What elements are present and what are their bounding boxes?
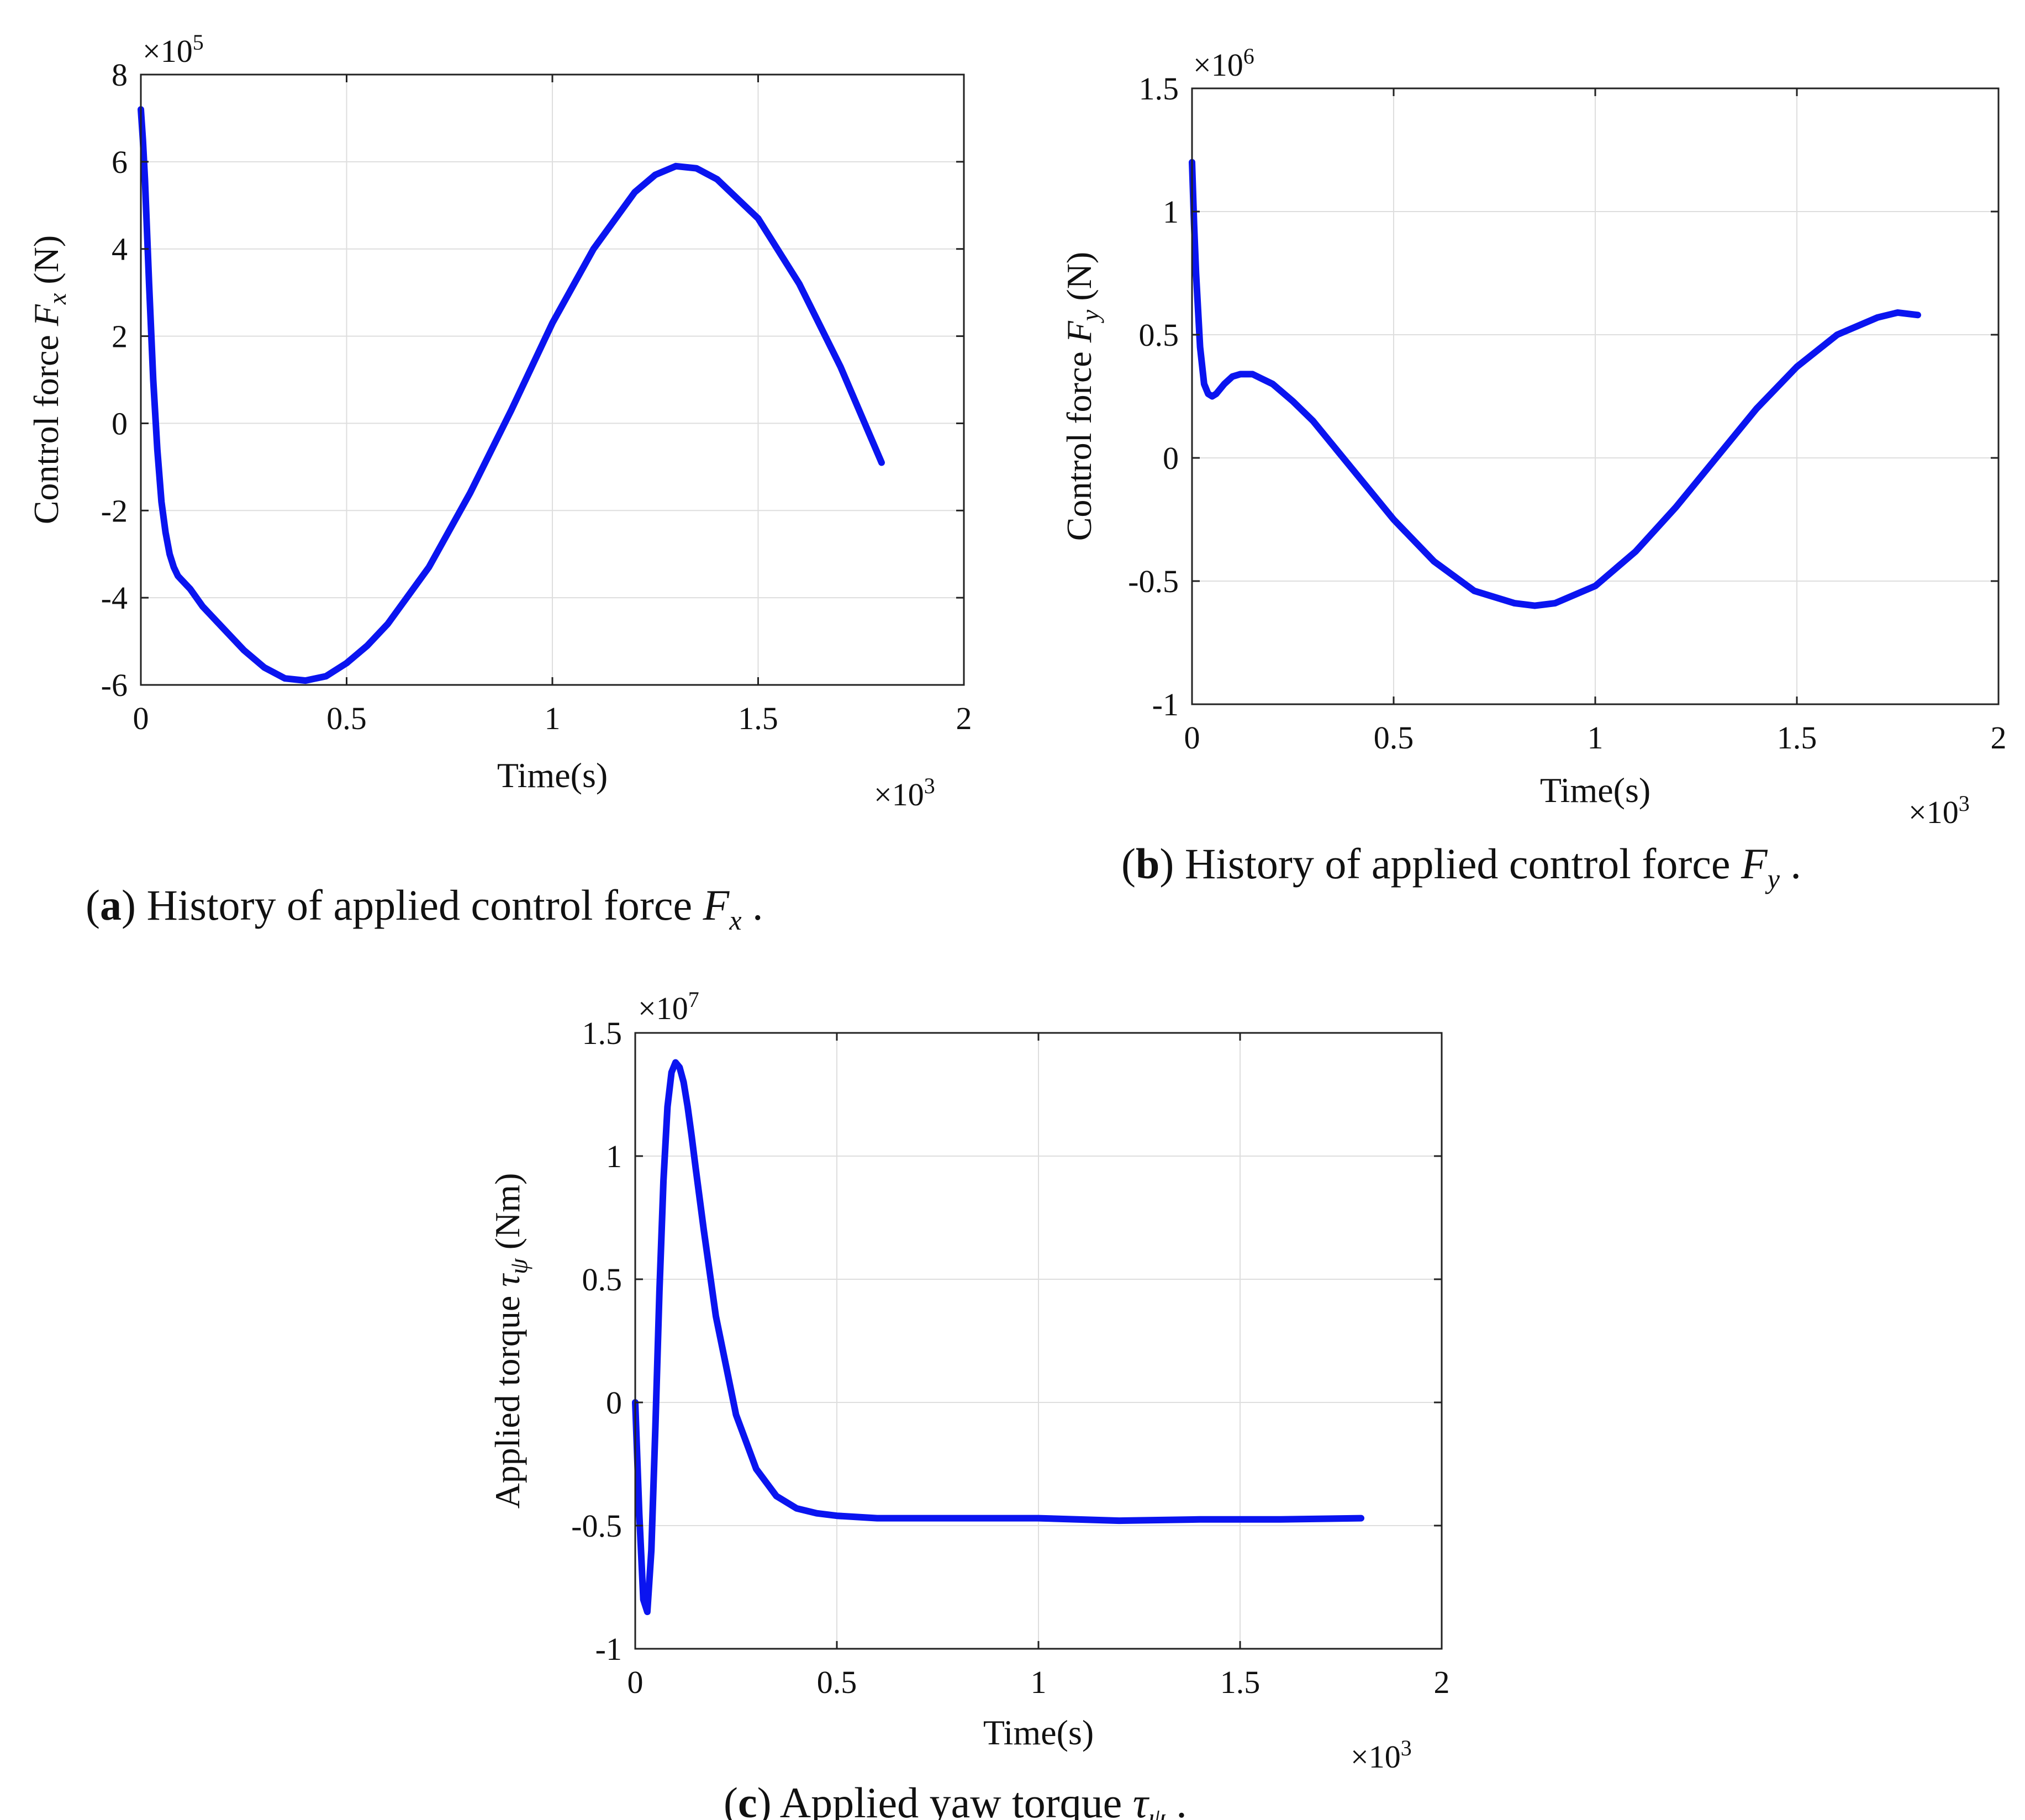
- caption-a: (a) History of applied control force Fx …: [86, 881, 763, 936]
- panel-a: 0 0.5 1 1.5 2 8 6 4 2 0 -2 -4 -6 ×105 ×103 Time(s) C…: [27, 30, 972, 936]
- y-axis-label: Control force Fy (N): [1059, 252, 1104, 541]
- y-axis-label: Control force Fx (N): [27, 235, 71, 524]
- y-tick-label: -0.5: [571, 1508, 622, 1544]
- series-line-Fx: [138, 106, 885, 684]
- y-axis-label: Applied torque τψ (Nm): [488, 1173, 532, 1509]
- y-tick-label: -4: [101, 580, 128, 616]
- x-multiplier: ×103: [874, 773, 935, 813]
- y-tick-label: 0.5: [582, 1262, 623, 1297]
- x-multiplier: ×103: [1351, 1735, 1412, 1775]
- y-multiplier: ×105: [143, 30, 204, 69]
- x-tick-label: 0: [1184, 720, 1200, 756]
- y-tick-label: -2: [101, 493, 128, 529]
- panel-c: 0 0.5 1 1.5 2 1.5 1 0.5 0 -0.5 -1 ×107 ×103 Time(s…: [488, 987, 1450, 1820]
- y-tick-label: -1: [595, 1631, 622, 1667]
- x-tick-label: 2: [1434, 1664, 1450, 1700]
- y-tick-label: 1: [606, 1138, 622, 1174]
- y-tick-label: 1.5: [1139, 71, 1179, 107]
- x-tick-label: 1.5: [738, 700, 778, 736]
- x-axis-label: Time(s): [983, 1713, 1094, 1752]
- y-multiplier: ×107: [638, 987, 699, 1026]
- x-tick-label: 0.5: [326, 700, 367, 736]
- x-tick-label: 1: [1588, 720, 1604, 756]
- y-multiplier: ×106: [1193, 44, 1254, 83]
- y-tick-label: 0.5: [1139, 317, 1179, 353]
- x-tick-label: 0: [627, 1664, 644, 1700]
- y-tick-label: -1: [1152, 687, 1179, 722]
- x-tick-label: 1.5: [1220, 1664, 1261, 1700]
- x-axis-label: Time(s): [497, 756, 608, 795]
- y-tick-label: 1.5: [582, 1015, 623, 1051]
- y-tick-label: 4: [112, 231, 128, 267]
- x-tick-label: 0: [133, 700, 149, 736]
- x-tick-label: 0.5: [1374, 720, 1414, 756]
- series-line-Fy: [1189, 159, 1921, 609]
- x-tick-label: 0.5: [817, 1664, 857, 1700]
- y-tick-label: 0: [112, 405, 128, 441]
- x-tick-label: 1: [545, 700, 561, 736]
- x-axis-label: Time(s): [1540, 771, 1650, 810]
- y-tick-label: 0: [606, 1385, 622, 1421]
- y-tick-label: 0: [1163, 440, 1179, 476]
- caption-c: (c) Applied yaw torque τψ .: [724, 1779, 1187, 1820]
- series-line-tau_psi: [632, 1059, 1364, 1616]
- y-tick-label: 8: [112, 57, 128, 93]
- x-multiplier: ×103: [1908, 791, 1970, 830]
- caption-b: (b) History of applied control force Fy …: [1121, 840, 1801, 894]
- panel-b: 0 0.5 1 1.5 2 1.5 1 0.5 0 -0.5 -1 ×106 ×103 Time(s…: [1059, 44, 2007, 894]
- x-tick-label: 1: [1031, 1664, 1047, 1700]
- x-tick-label: 2: [1991, 720, 2007, 756]
- y-tick-label: 6: [112, 144, 128, 180]
- y-tick-label: -6: [101, 667, 128, 703]
- y-tick-label: -0.5: [1128, 563, 1179, 599]
- y-tick-label: 1: [1163, 194, 1179, 230]
- x-tick-label: 1.5: [1777, 720, 1817, 756]
- y-tick-label: 2: [112, 319, 128, 355]
- x-tick-label: 2: [956, 700, 972, 736]
